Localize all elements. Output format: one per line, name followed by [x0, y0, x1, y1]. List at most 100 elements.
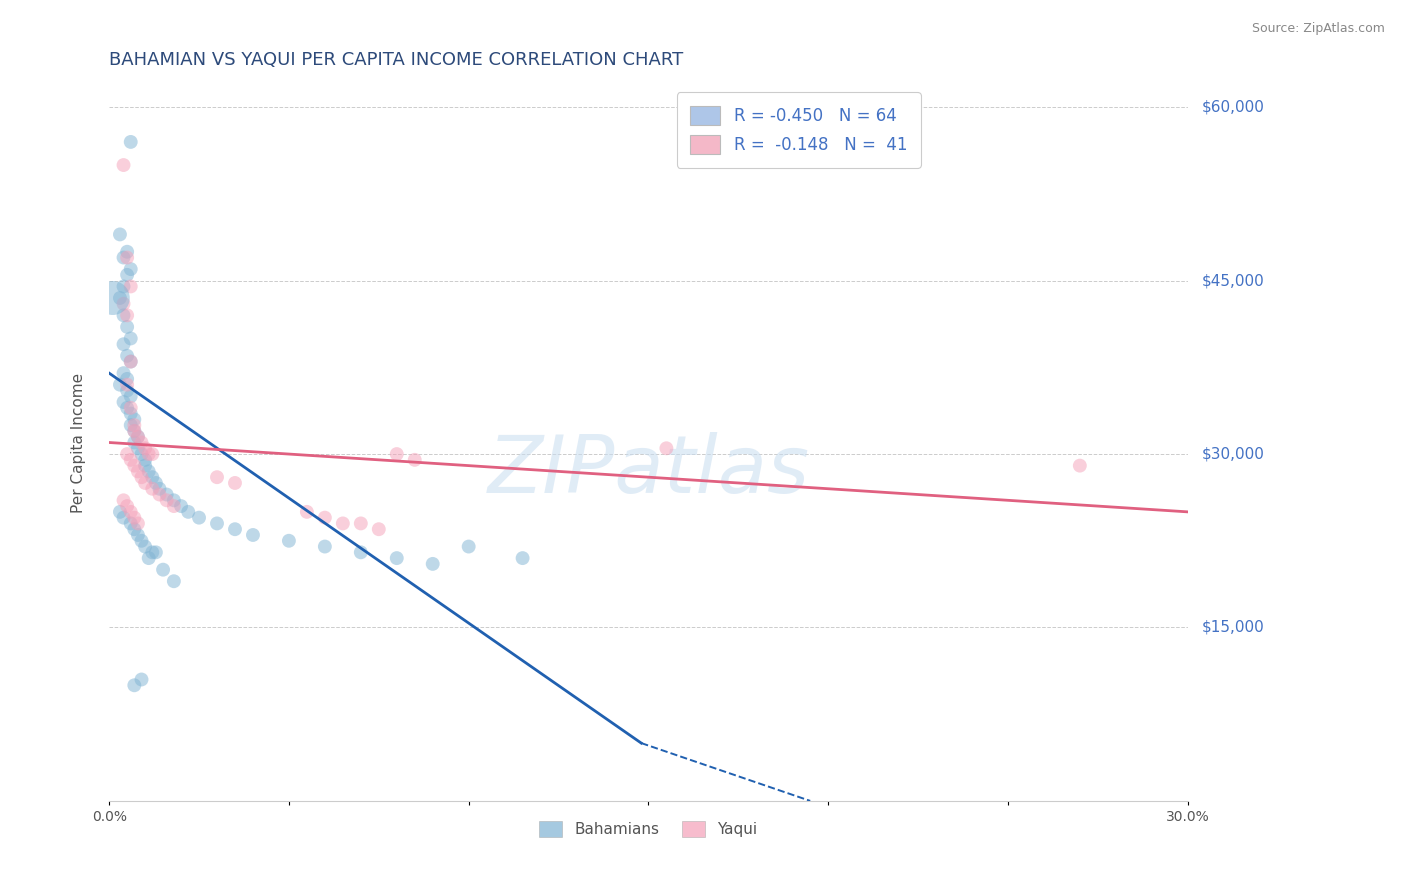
Point — [134, 453, 156, 467]
Point — [108, 377, 131, 392]
Point — [124, 418, 146, 433]
Point — [124, 458, 146, 473]
Point — [120, 279, 142, 293]
Point — [385, 447, 408, 461]
Point — [138, 464, 160, 478]
Point — [112, 395, 135, 409]
Point — [112, 279, 135, 293]
Point — [224, 475, 246, 490]
Point — [120, 262, 142, 277]
Point — [115, 244, 138, 259]
Point — [112, 251, 135, 265]
Point — [131, 435, 153, 450]
Point — [112, 510, 135, 524]
Point — [120, 401, 142, 415]
Point — [422, 557, 444, 571]
Point — [177, 505, 200, 519]
Point — [120, 407, 142, 421]
Text: ZIPatlas: ZIPatlas — [488, 432, 810, 510]
Point — [512, 551, 534, 566]
Point — [115, 377, 138, 392]
Text: BAHAMIAN VS YAQUI PER CAPITA INCOME CORRELATION CHART: BAHAMIAN VS YAQUI PER CAPITA INCOME CORR… — [110, 51, 683, 69]
Point — [314, 510, 336, 524]
Point — [127, 442, 149, 456]
Point — [120, 505, 142, 519]
Point — [1069, 458, 1091, 473]
Point — [127, 430, 149, 444]
Point — [127, 464, 149, 478]
Point — [127, 528, 149, 542]
Point — [124, 678, 146, 692]
Point — [115, 319, 138, 334]
Point — [115, 499, 138, 513]
Point — [115, 447, 138, 461]
Point — [141, 447, 163, 461]
Point — [120, 354, 142, 368]
Point — [404, 453, 426, 467]
Point — [127, 516, 149, 531]
Point — [277, 533, 299, 548]
Point — [112, 297, 135, 311]
Point — [112, 309, 135, 323]
Point — [138, 551, 160, 566]
Point — [163, 574, 186, 589]
Point — [115, 268, 138, 282]
Point — [134, 458, 156, 473]
Point — [332, 516, 354, 531]
Point — [295, 505, 318, 519]
Point — [141, 482, 163, 496]
Point — [115, 384, 138, 398]
Point — [145, 545, 167, 559]
Text: $45,000: $45,000 — [1202, 273, 1264, 288]
Point — [170, 499, 193, 513]
Point — [115, 309, 138, 323]
Point — [242, 528, 264, 542]
Point — [115, 251, 138, 265]
Point — [156, 493, 179, 508]
Point — [124, 424, 146, 438]
Point — [457, 540, 479, 554]
Point — [131, 673, 153, 687]
Point — [108, 227, 131, 242]
Point — [134, 540, 156, 554]
Text: Source: ZipAtlas.com: Source: ZipAtlas.com — [1251, 22, 1385, 36]
Point — [163, 493, 186, 508]
Point — [145, 475, 167, 490]
Point — [112, 337, 135, 351]
Point — [124, 510, 146, 524]
Point — [188, 510, 211, 524]
Point — [120, 453, 142, 467]
Point — [115, 349, 138, 363]
Point — [385, 551, 408, 566]
Point — [156, 487, 179, 501]
Point — [127, 430, 149, 444]
Point — [131, 447, 153, 461]
Point — [205, 470, 228, 484]
Point — [115, 372, 138, 386]
Point — [134, 442, 156, 456]
Point — [120, 389, 142, 403]
Point — [224, 522, 246, 536]
Point — [350, 516, 373, 531]
Text: $30,000: $30,000 — [1202, 447, 1264, 461]
Point — [163, 499, 186, 513]
Point — [134, 475, 156, 490]
Point — [131, 533, 153, 548]
Point — [120, 516, 142, 531]
Point — [115, 401, 138, 415]
Text: $60,000: $60,000 — [1202, 100, 1264, 115]
Point — [124, 424, 146, 438]
Legend: Bahamians, Yaqui: Bahamians, Yaqui — [533, 815, 763, 844]
Point — [141, 545, 163, 559]
Point — [350, 545, 373, 559]
Point — [120, 354, 142, 368]
Point — [138, 447, 160, 461]
Point — [120, 135, 142, 149]
Point — [120, 418, 142, 433]
Point — [131, 470, 153, 484]
Point — [152, 563, 174, 577]
Point — [108, 291, 131, 305]
Point — [314, 540, 336, 554]
Point — [655, 442, 678, 456]
Point — [124, 522, 146, 536]
